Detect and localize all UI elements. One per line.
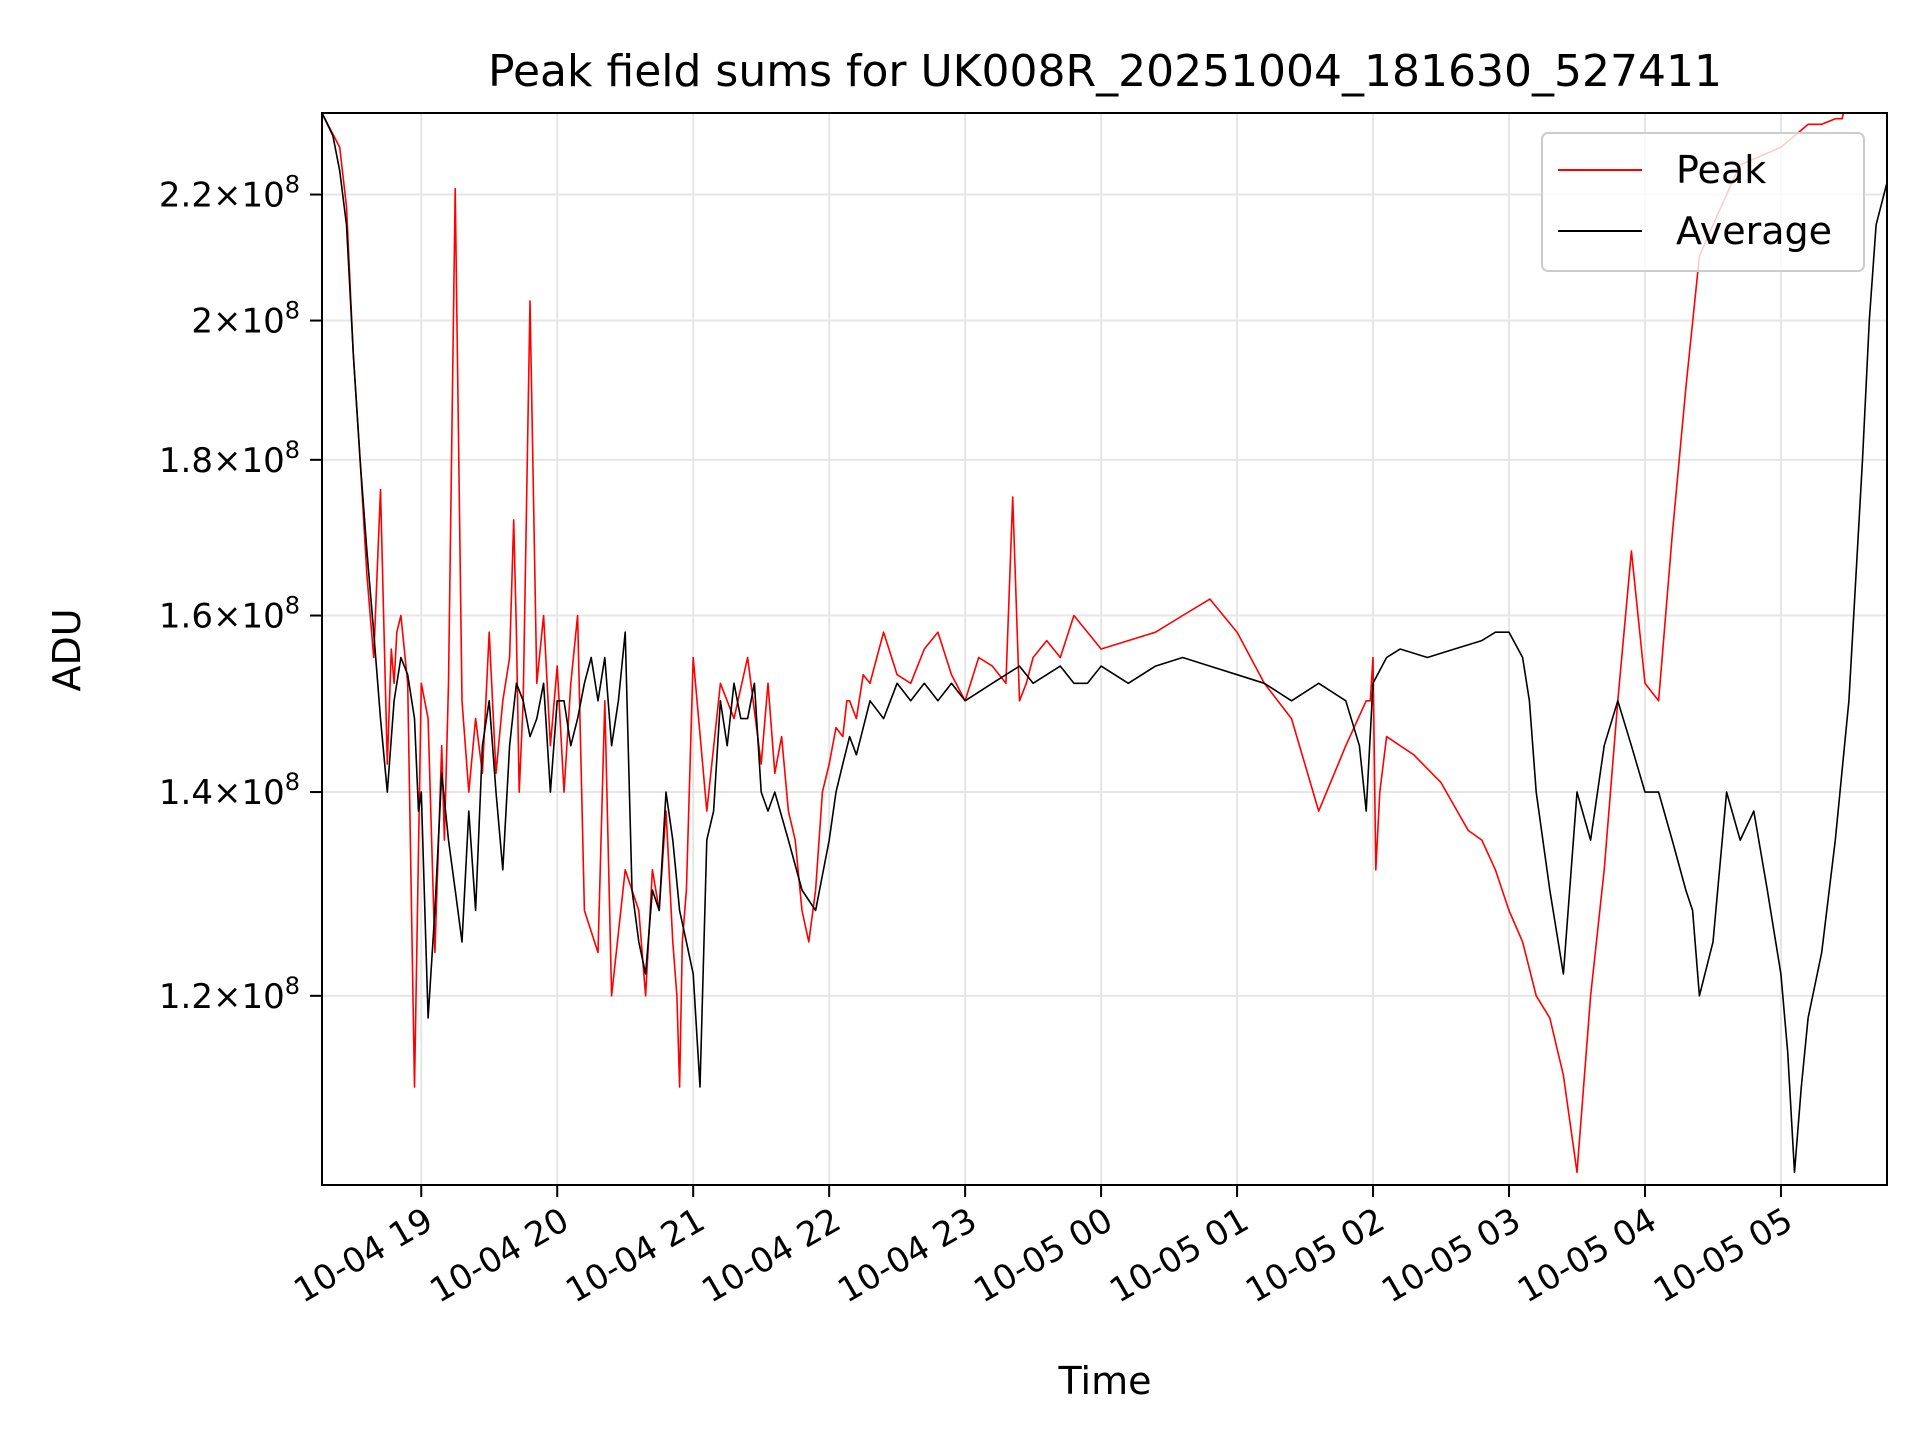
series-line-average <box>321 112 1888 1174</box>
y-tick-label: 1.6×108 <box>159 592 300 637</box>
chart-title: Peak field sums for UK008R_20251004_1816… <box>488 46 1722 97</box>
legend-label-average: Average <box>1676 209 1832 253</box>
series-group <box>321 112 1888 1174</box>
series-line-peak <box>321 112 1870 1174</box>
x-axis-label: Time <box>1058 1359 1152 1403</box>
y-axis: 1.2×108 1.4×108 1.6×108 1.8×108 2×108 2.2×108 <box>159 171 322 1017</box>
y-tick-label: 1.2×108 <box>159 972 300 1017</box>
y-tick-label: 2.2×108 <box>159 171 300 216</box>
legend-label-peak: Peak <box>1676 148 1766 192</box>
y-tick-label: 1.4×108 <box>159 768 300 813</box>
plot-frame <box>321 112 1888 1186</box>
legend: Peak Average <box>1541 132 1865 272</box>
y-axis-label: ADU <box>45 608 89 691</box>
grid <box>322 113 1887 1185</box>
legend-box <box>1541 132 1865 272</box>
y-tick-label: 1.8×108 <box>159 436 300 481</box>
y-tick-label: 2×108 <box>191 297 300 342</box>
